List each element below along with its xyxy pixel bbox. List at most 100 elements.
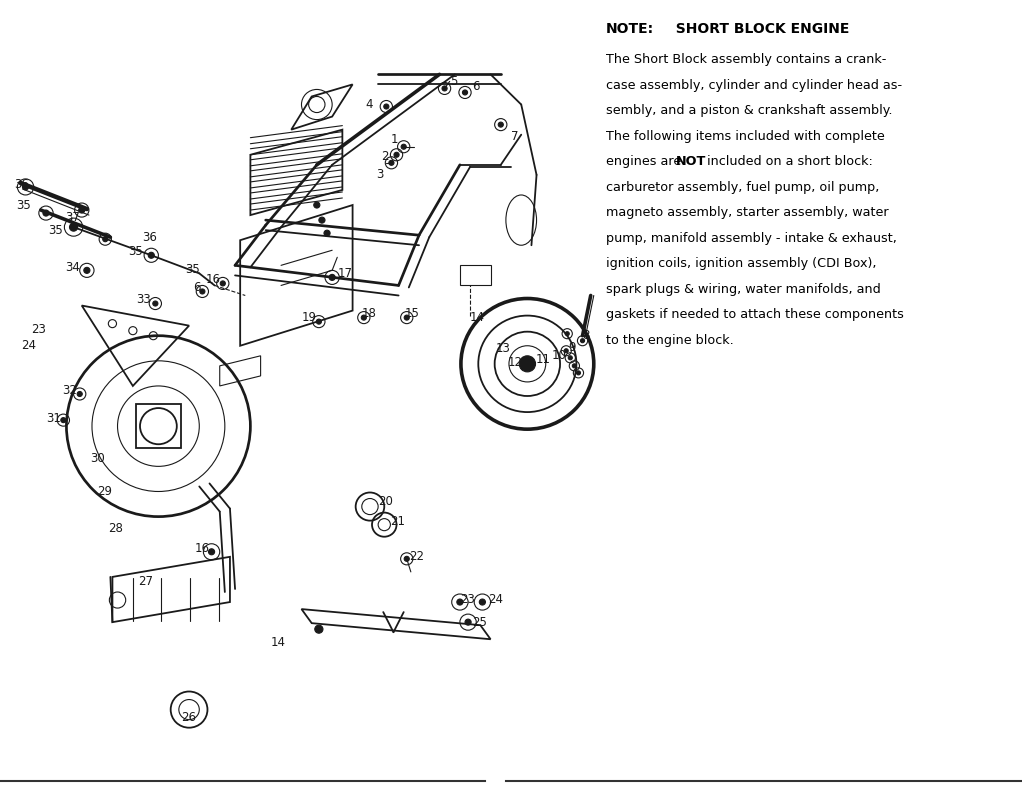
Circle shape <box>329 274 335 281</box>
Circle shape <box>519 356 536 372</box>
Circle shape <box>314 202 320 208</box>
Circle shape <box>199 289 204 294</box>
Text: case assembly, cylinder and cylinder head as-: case assembly, cylinder and cylinder hea… <box>606 79 902 91</box>
Circle shape <box>388 160 393 165</box>
Text: 5: 5 <box>450 75 457 88</box>
Text: 16: 16 <box>194 542 210 555</box>
Text: SHORT BLOCK ENGINE: SHORT BLOCK ENGINE <box>666 22 849 36</box>
Text: 23: 23 <box>31 323 46 336</box>
Circle shape <box>442 86 448 91</box>
Text: 10: 10 <box>552 350 567 363</box>
Text: included on a short block:: included on a short block: <box>703 155 873 168</box>
Text: 14: 14 <box>271 636 286 649</box>
Circle shape <box>319 217 325 223</box>
Text: 4: 4 <box>366 98 373 111</box>
Text: 37: 37 <box>64 211 80 224</box>
Circle shape <box>384 104 388 109</box>
Circle shape <box>220 281 225 286</box>
Text: 35: 35 <box>129 245 143 257</box>
Circle shape <box>148 253 154 258</box>
Circle shape <box>457 599 463 605</box>
Text: carburetor assembly, fuel pump, oil pump,: carburetor assembly, fuel pump, oil pump… <box>606 180 879 193</box>
Text: 6: 6 <box>472 80 479 93</box>
Text: gaskets if needed to attach these components: gaskets if needed to attach these compon… <box>606 308 903 321</box>
Text: spark plugs & wiring, water manifolds, and: spark plugs & wiring, water manifolds, a… <box>606 282 881 296</box>
Text: 24: 24 <box>20 339 36 352</box>
Circle shape <box>499 122 503 128</box>
Text: to the engine block.: to the engine block. <box>606 334 734 346</box>
Circle shape <box>479 599 485 605</box>
Text: 35: 35 <box>16 199 31 212</box>
Circle shape <box>580 338 585 342</box>
Text: 12: 12 <box>508 356 523 370</box>
Text: 2: 2 <box>381 150 388 164</box>
Circle shape <box>208 549 215 555</box>
Circle shape <box>78 391 83 396</box>
Text: 22: 22 <box>409 550 424 563</box>
Text: 34: 34 <box>64 261 80 273</box>
Circle shape <box>405 557 409 561</box>
Circle shape <box>84 267 90 273</box>
Text: 26: 26 <box>182 711 196 724</box>
Circle shape <box>316 319 321 324</box>
Circle shape <box>564 349 568 353</box>
Text: 36: 36 <box>13 178 29 192</box>
Circle shape <box>362 315 366 320</box>
Text: 35: 35 <box>49 224 63 237</box>
Text: 3: 3 <box>376 168 383 181</box>
Text: 23: 23 <box>460 593 475 606</box>
Circle shape <box>576 371 580 375</box>
Circle shape <box>568 356 572 360</box>
Circle shape <box>79 207 85 213</box>
Circle shape <box>152 301 157 306</box>
Text: 15: 15 <box>405 307 420 320</box>
Circle shape <box>22 184 29 190</box>
Text: 1: 1 <box>391 133 399 146</box>
Circle shape <box>465 619 471 626</box>
Text: 11: 11 <box>536 354 551 367</box>
Circle shape <box>401 144 406 149</box>
Text: 29: 29 <box>97 485 112 498</box>
Text: 32: 32 <box>61 384 77 398</box>
Text: 31: 31 <box>46 411 61 424</box>
Text: 9: 9 <box>568 342 575 354</box>
Text: sembly, and a piston & crankshaft assembly.: sembly, and a piston & crankshaft assemb… <box>606 104 892 117</box>
Text: 18: 18 <box>362 307 377 320</box>
Text: 25: 25 <box>472 616 487 629</box>
Text: 33: 33 <box>137 293 151 306</box>
Text: magneto assembly, starter assembly, water: magneto assembly, starter assembly, wate… <box>606 206 889 219</box>
Circle shape <box>393 152 399 157</box>
Circle shape <box>315 626 323 634</box>
Circle shape <box>462 90 467 95</box>
Text: 13: 13 <box>496 342 511 355</box>
Text: NOT: NOT <box>677 155 706 168</box>
Text: 16: 16 <box>205 273 221 286</box>
Text: 35: 35 <box>186 263 200 276</box>
Text: 36: 36 <box>142 231 157 244</box>
Circle shape <box>43 210 49 216</box>
Text: 19: 19 <box>301 311 317 324</box>
Text: 27: 27 <box>138 576 153 589</box>
Text: engines are: engines are <box>606 155 686 168</box>
Text: NOTE:: NOTE: <box>606 22 654 36</box>
Text: 20: 20 <box>378 495 393 508</box>
Circle shape <box>565 332 569 336</box>
Text: 8: 8 <box>583 329 590 342</box>
Circle shape <box>572 364 576 368</box>
Circle shape <box>69 223 78 231</box>
Circle shape <box>324 230 330 236</box>
Text: pump, manifold assembly - intake & exhaust,: pump, manifold assembly - intake & exhau… <box>606 232 897 245</box>
Circle shape <box>405 315 409 320</box>
Text: 30: 30 <box>91 452 105 465</box>
Text: 14: 14 <box>470 311 485 324</box>
Text: 7: 7 <box>511 130 518 144</box>
Text: The following items included with complete: The following items included with comple… <box>606 130 885 143</box>
Text: The Short Block assembly contains a crank-: The Short Block assembly contains a cran… <box>606 53 886 66</box>
Text: 24: 24 <box>489 593 504 606</box>
Circle shape <box>61 418 65 423</box>
Text: 17: 17 <box>337 267 353 280</box>
Text: 6: 6 <box>193 281 200 294</box>
Text: ignition coils, ignition assembly (CDI Box),: ignition coils, ignition assembly (CDI B… <box>606 257 877 270</box>
Circle shape <box>102 237 108 241</box>
Text: 28: 28 <box>107 522 123 535</box>
